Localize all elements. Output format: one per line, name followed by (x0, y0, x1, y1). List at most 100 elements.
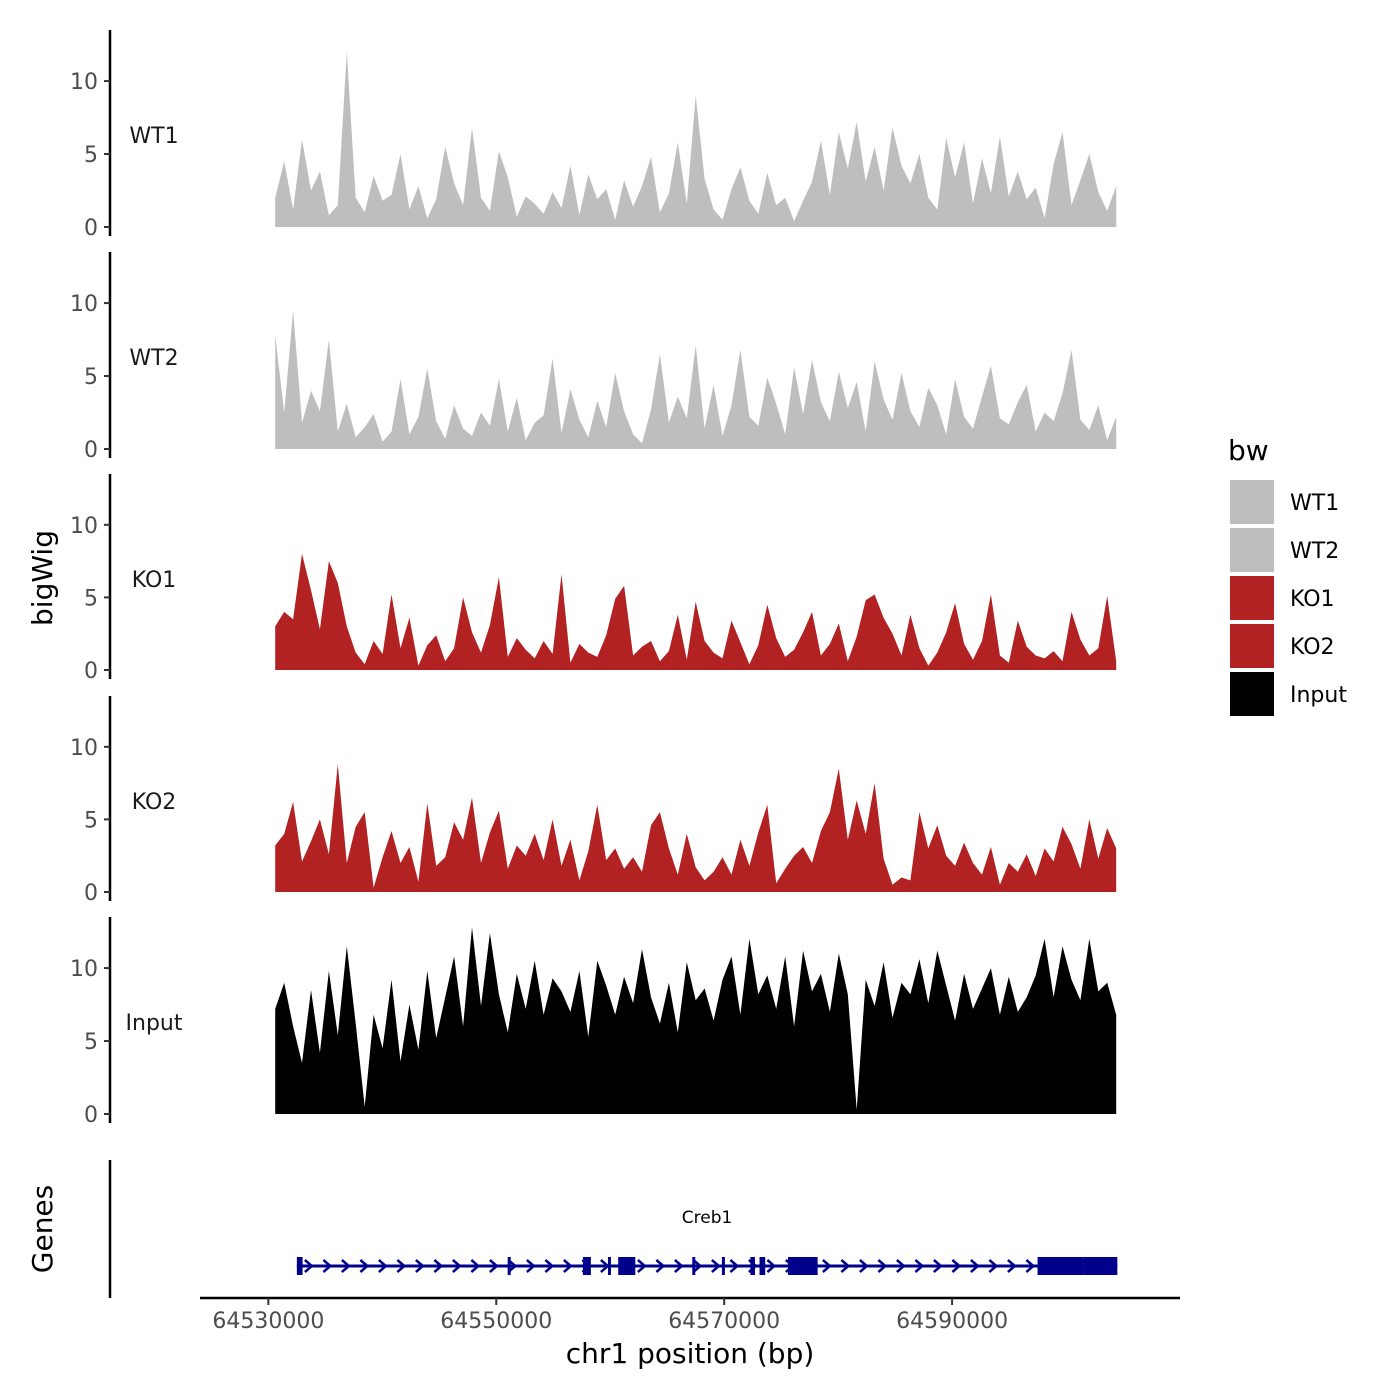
strand-arrow-icon (544, 1259, 555, 1273)
x-tick-label: 64570000 (668, 1309, 780, 1334)
strand-arrow-icon (988, 1259, 999, 1273)
exon-block (582, 1257, 591, 1275)
strand-arrow-icon (914, 1259, 925, 1273)
legend-label-wt2: WT2 (1290, 539, 1339, 564)
exon-block (750, 1257, 755, 1275)
track-ko1-y-tick-label: 0 (84, 659, 98, 684)
strand-arrow-icon (341, 1259, 351, 1273)
legend-label-wt1: WT1 (1290, 491, 1339, 516)
exon-block (788, 1257, 818, 1275)
track-input-y-tick-label: 0 (84, 1103, 98, 1128)
exon-block (507, 1257, 511, 1275)
exon-block (721, 1257, 725, 1275)
track-ko2-y-tick-label: 10 (70, 736, 98, 761)
strand-arrow-icon (674, 1259, 684, 1273)
strand-arrow-icon (359, 1259, 370, 1273)
gene-track-title: Genes (26, 1185, 59, 1273)
strand-arrow-icon (877, 1259, 888, 1273)
strand-arrow-icon (1007, 1259, 1017, 1273)
track-wt2-y-tick-label: 5 (84, 365, 98, 390)
exon-block (1083, 1257, 1118, 1275)
exon-block (607, 1257, 611, 1275)
track-input: 0 5 10 Input (70, 917, 1117, 1128)
bigwig-tracks: 0 5 10 WT1 0 5 10 WT2 0 5 10 KO1 0 5 10 KO2 0 5 10 Input (70, 30, 1117, 1128)
exon-block (296, 1257, 303, 1275)
legend-title: bw (1228, 434, 1269, 467)
track-input-y-tick-label: 5 (84, 1030, 98, 1055)
signal-area-wt2 (275, 310, 1117, 449)
track-input-y-tick-label: 10 (70, 957, 98, 982)
track-wt2-y-tick-label: 10 (70, 292, 98, 317)
strand-arrow-icon (433, 1259, 444, 1273)
track-ko1: 0 5 10 KO1 (70, 474, 1117, 684)
strand-arrow-icon (526, 1259, 536, 1273)
signal-area-wt1 (275, 51, 1117, 228)
track-label-ko1: KO1 (132, 568, 177, 593)
track-ko2-y-tick-label: 0 (84, 881, 98, 906)
signal-area-input (275, 927, 1117, 1114)
strand-arrow-icon (637, 1259, 647, 1273)
track-wt1: 0 5 10 WT1 (70, 30, 1117, 241)
track-ko1-y-tick-label: 10 (70, 514, 98, 539)
track-ko2: 0 5 10 KO2 (70, 696, 1117, 906)
legend-key-ko1 (1230, 576, 1274, 620)
gene-name-label: Creb1 (682, 1208, 733, 1228)
strand-arrow-icon (692, 1259, 703, 1273)
exon-block (692, 1257, 696, 1275)
y-axis-title: bigWig (26, 530, 59, 626)
strand-arrow-icon (655, 1259, 666, 1273)
legend-key-input (1230, 672, 1274, 716)
track-label-ko2: KO2 (132, 790, 177, 815)
strand-arrow-icon (896, 1259, 906, 1273)
track-label-input: Input (126, 1011, 183, 1036)
strand-arrow-icon (1025, 1259, 1036, 1273)
signal-area-ko2 (275, 764, 1117, 892)
track-wt1-y-tick-label: 10 (70, 70, 98, 95)
strand-arrow-icon (452, 1259, 462, 1273)
gene-track: Creb1 (108, 1160, 1118, 1298)
strand-arrow-icon (470, 1259, 481, 1273)
strand-arrow-icon (396, 1259, 407, 1273)
strand-arrow-icon (933, 1259, 943, 1273)
strand-arrow-icon (970, 1259, 980, 1273)
track-ko2-y-tick-label: 5 (84, 808, 98, 833)
strand-arrow-icon (600, 1259, 610, 1273)
strand-arrow-icon (822, 1259, 832, 1273)
strand-arrow-icon (859, 1259, 869, 1273)
x-axis: 64530000 64550000 64570000 64590000 (200, 1296, 1180, 1334)
track-wt1-y-tick-label: 5 (84, 143, 98, 168)
legend: bw WT1 WT2 KO1 KO2 Input (1228, 434, 1347, 716)
legend-label-ko1: KO1 (1290, 587, 1335, 612)
exon-block (618, 1257, 636, 1275)
track-label-wt2: WT2 (129, 346, 178, 371)
legend-key-wt1 (1230, 480, 1274, 524)
signal-area-ko1 (275, 553, 1117, 670)
x-tick-label: 64530000 (212, 1309, 324, 1334)
track-ko1-y-tick-label: 5 (84, 586, 98, 611)
exon-block (759, 1257, 766, 1275)
strand-arrow-icon (563, 1259, 573, 1273)
strand-arrow-icon (415, 1259, 425, 1273)
strand-arrow-icon (322, 1259, 333, 1273)
strand-arrow-icon (378, 1259, 388, 1273)
strand-arrow-icon (766, 1259, 777, 1273)
strand-arrow-icon (711, 1259, 721, 1273)
track-wt2-y-tick-label: 0 (84, 438, 98, 463)
strand-arrow-icon (951, 1259, 962, 1273)
legend-label-ko2: KO2 (1290, 635, 1335, 660)
strand-arrow-icon (840, 1259, 851, 1273)
track-label-wt1: WT1 (129, 124, 178, 149)
legend-key-wt2 (1230, 528, 1274, 572)
x-axis-title: chr1 position (bp) (566, 1337, 815, 1370)
legend-key-ko2 (1230, 624, 1274, 668)
legend-label-input: Input (1290, 683, 1347, 708)
track-wt1-y-tick-label: 0 (84, 216, 98, 241)
strand-arrow-icon (507, 1259, 518, 1273)
track-wt2: 0 5 10 WT2 (70, 252, 1117, 463)
strand-arrow-icon (729, 1259, 740, 1273)
strand-arrow-icon (489, 1259, 499, 1273)
x-tick-label: 64590000 (896, 1309, 1008, 1334)
exon-block (1037, 1257, 1084, 1275)
x-tick-label: 64550000 (440, 1309, 552, 1334)
